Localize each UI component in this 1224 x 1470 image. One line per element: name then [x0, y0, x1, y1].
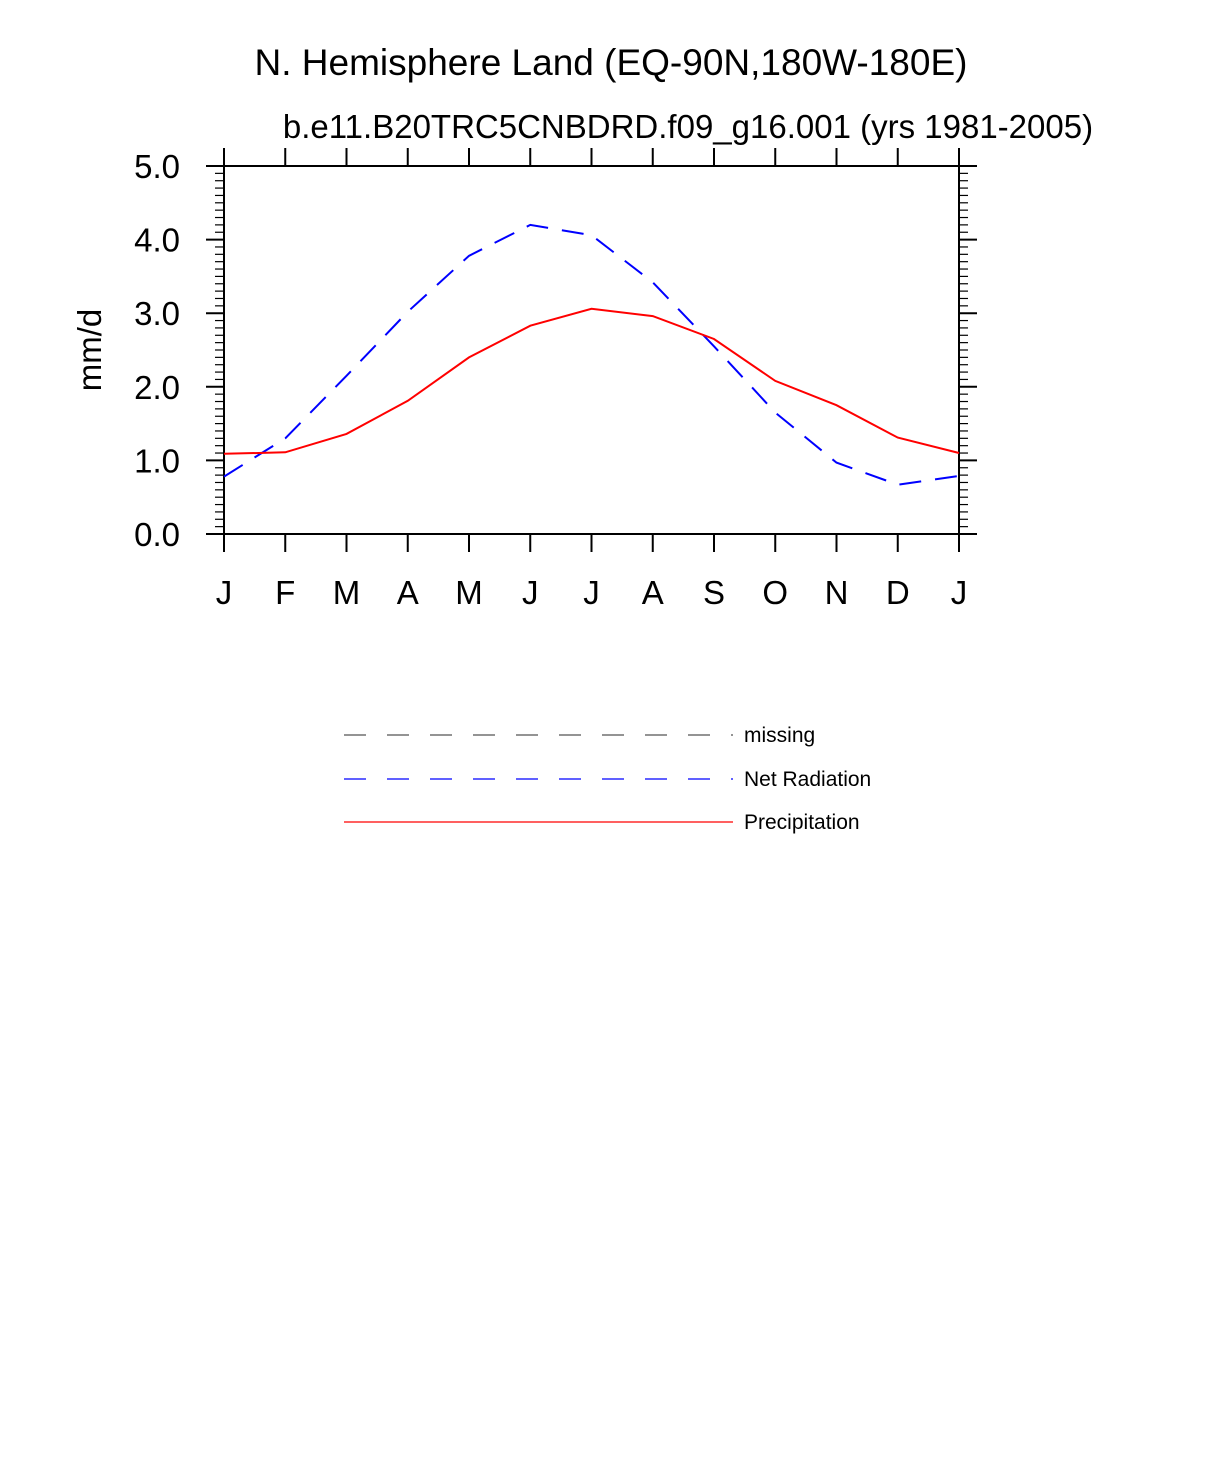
chart-subtitle: b.e11.B20TRC5CNBDRD.f09_g16.001 (yrs 198… [283, 108, 1093, 145]
legend: missing Net Radiation Precipitation [344, 724, 871, 834]
y-tick-label: 4.0 [134, 222, 180, 259]
series-line-net-radiation [223, 223, 960, 486]
y-tick-label: 2.0 [134, 369, 180, 406]
x-tick-label: F [275, 574, 295, 611]
x-tick-label: D [886, 574, 910, 611]
x-tick-label: O [762, 574, 788, 611]
x-tick-label: S [703, 574, 725, 611]
y-tick-label: 5.0 [134, 148, 180, 185]
y-tick-label: 3.0 [134, 295, 180, 332]
plot-frame [223, 165, 960, 535]
y-tick-label: 1.0 [134, 442, 180, 479]
x-tick-label: M [333, 574, 361, 611]
x-tick-label: J [951, 574, 968, 611]
chart-title: N. Hemisphere Land (EQ-90N,180W-180E) [255, 42, 968, 83]
x-tick-label: J [216, 574, 233, 611]
legend-label: Precipitation [744, 811, 860, 834]
x-tick-label: N [825, 574, 849, 611]
y-axis-label: mm/d [71, 309, 108, 392]
x-tick-label: A [642, 574, 664, 611]
legend-label: Net Radiation [744, 768, 871, 791]
axes: 0.01.02.03.04.05.0J F M A M J J A S O N D J [134, 148, 977, 611]
legend-label: missing [744, 724, 815, 747]
series-line-precipitation [223, 307, 960, 455]
x-tick-label: J [522, 574, 539, 611]
series-layer [223, 223, 960, 486]
x-tick-label: M [455, 574, 483, 611]
y-tick-label: 0.0 [134, 516, 180, 553]
x-tick-label: J [583, 574, 600, 611]
x-tick-label: A [397, 574, 419, 611]
